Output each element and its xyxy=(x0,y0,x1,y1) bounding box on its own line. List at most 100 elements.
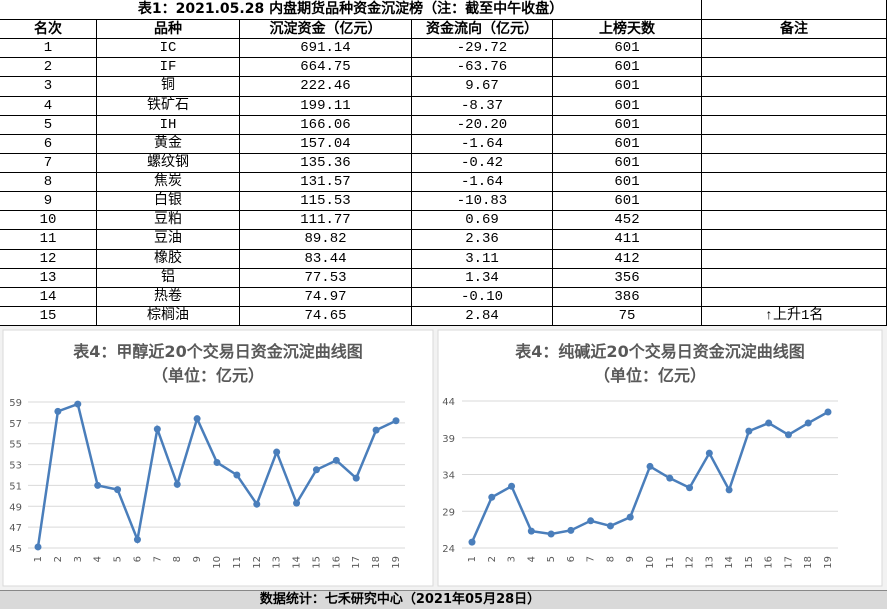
x-tick-label: 18 xyxy=(371,556,382,569)
x-tick-label: 9 xyxy=(625,556,636,562)
data-point xyxy=(94,481,102,489)
data-point xyxy=(666,474,674,482)
table-cell: 601 xyxy=(553,173,702,193)
table-cell: 131.57 xyxy=(240,173,412,193)
x-tick-label: 10 xyxy=(645,556,656,569)
table-cell: 601 xyxy=(553,96,702,116)
x-tick-label: 8 xyxy=(605,556,616,562)
x-tick-label: 17 xyxy=(783,556,794,569)
footer-text: 数据统计：七禾研究中心（2021年05月28日） xyxy=(259,592,541,607)
table-cell: 74.97 xyxy=(240,287,412,307)
chart-title: 表4：纯碱近20个交易日资金沉淀曲线图 xyxy=(514,342,804,361)
table-cell: 13 xyxy=(0,268,97,288)
table-cell: 356 xyxy=(553,268,702,288)
table-cell: 黄金 xyxy=(97,134,240,154)
x-tick-label: 17 xyxy=(351,556,362,569)
table-cell: 601 xyxy=(553,192,702,212)
table-cell: 412 xyxy=(553,249,702,269)
x-tick-label: 13 xyxy=(704,556,715,569)
table-cell: 白银 xyxy=(97,192,240,212)
x-tick-label: 13 xyxy=(272,556,283,569)
x-tick-label: 7 xyxy=(586,556,597,562)
table-cell: IC xyxy=(97,39,240,59)
x-tick-label: 15 xyxy=(311,556,322,569)
table-cell: 89.82 xyxy=(240,230,412,250)
table-cell: 601 xyxy=(553,115,702,135)
table-cell: 222.46 xyxy=(240,77,412,97)
table-cell: 铝 xyxy=(97,268,240,288)
x-tick-label: 16 xyxy=(764,556,775,569)
x-tick-label: 2 xyxy=(487,556,498,562)
table-cell: 77.53 xyxy=(240,268,412,288)
y-tick-label: 45 xyxy=(9,544,22,555)
table-cell: 螺纹钢 xyxy=(97,153,240,173)
table-cell: 3 xyxy=(0,77,97,97)
y-tick-label: 59 xyxy=(9,398,22,409)
table-cell: IF xyxy=(97,58,240,78)
data-point xyxy=(606,522,614,530)
data-point xyxy=(34,543,42,551)
table-cell: 452 xyxy=(553,211,702,231)
data-point xyxy=(626,513,634,521)
data-point xyxy=(54,407,62,415)
charts: 表4：甲醇近20个交易日资金沉淀曲线图（单位：亿元）45474951535557… xyxy=(0,326,887,590)
x-tick-label: 12 xyxy=(252,556,263,569)
x-tick-label: 1 xyxy=(467,556,478,562)
table-cell: 601 xyxy=(553,58,702,78)
table-cell: 1.34 xyxy=(412,268,553,288)
x-tick-label: 4 xyxy=(526,556,537,562)
y-tick-label: 57 xyxy=(9,419,22,430)
y-tick-label: 47 xyxy=(9,523,22,534)
data-point xyxy=(547,530,555,538)
table-cell: 棕榈油 xyxy=(97,306,240,326)
data-point xyxy=(745,427,753,435)
table-cell: -0.10 xyxy=(412,287,553,307)
table-cell: 铁矿石 xyxy=(97,96,240,116)
x-tick-label: 6 xyxy=(566,556,577,562)
data-point xyxy=(468,538,476,546)
table-cell: 601 xyxy=(553,39,702,59)
x-tick-label: 19 xyxy=(391,556,402,569)
y-tick-label: 55 xyxy=(9,440,22,451)
header-cell: 品种 xyxy=(97,20,240,40)
table-cell: 115.53 xyxy=(240,192,412,212)
data-point xyxy=(725,486,733,494)
table-cell: 12 xyxy=(0,249,97,269)
data-point xyxy=(488,493,496,501)
data-point xyxy=(527,527,535,535)
y-tick-label: 51 xyxy=(9,481,22,492)
data-point xyxy=(705,449,713,457)
x-tick-label: 3 xyxy=(73,556,84,562)
x-tick-label: 7 xyxy=(152,556,163,562)
x-tick-label: 8 xyxy=(172,556,183,562)
table-cell: 664.75 xyxy=(240,58,412,78)
table-cell: 15 xyxy=(0,306,97,326)
table-cell: 11 xyxy=(0,230,97,250)
data-point xyxy=(824,408,832,416)
x-tick-label: 4 xyxy=(93,556,104,562)
table-cell: 74.65 xyxy=(240,306,412,326)
x-tick-label: 2 xyxy=(53,556,64,562)
data-point xyxy=(74,400,82,408)
table-cell: 135.36 xyxy=(240,153,412,173)
table-cell: -1.64 xyxy=(412,134,553,154)
table-cell: 83.44 xyxy=(240,249,412,269)
table-cell: 橡胶 xyxy=(97,249,240,269)
table-cell: 铜 xyxy=(97,77,240,97)
chart-title: 表4：甲醇近20个交易日资金沉淀曲线图 xyxy=(72,342,362,361)
table-cell: 10 xyxy=(0,211,97,231)
x-tick-label: 5 xyxy=(546,556,557,562)
table-cell: -0.42 xyxy=(412,153,553,173)
y-tick-label: 34 xyxy=(442,471,455,482)
table-cell: -63.76 xyxy=(412,58,553,78)
table-cell: 601 xyxy=(553,153,702,173)
chart-subtitle: （单位：亿元） xyxy=(152,366,264,385)
x-tick-label: 14 xyxy=(724,556,735,569)
table-cell: 2 xyxy=(0,58,97,78)
table-cell: 焦炭 xyxy=(97,173,240,193)
table-cell: -10.83 xyxy=(412,192,553,212)
table-cell: IH xyxy=(97,115,240,135)
table-cell: 9.67 xyxy=(412,77,553,97)
data-point xyxy=(567,526,575,534)
